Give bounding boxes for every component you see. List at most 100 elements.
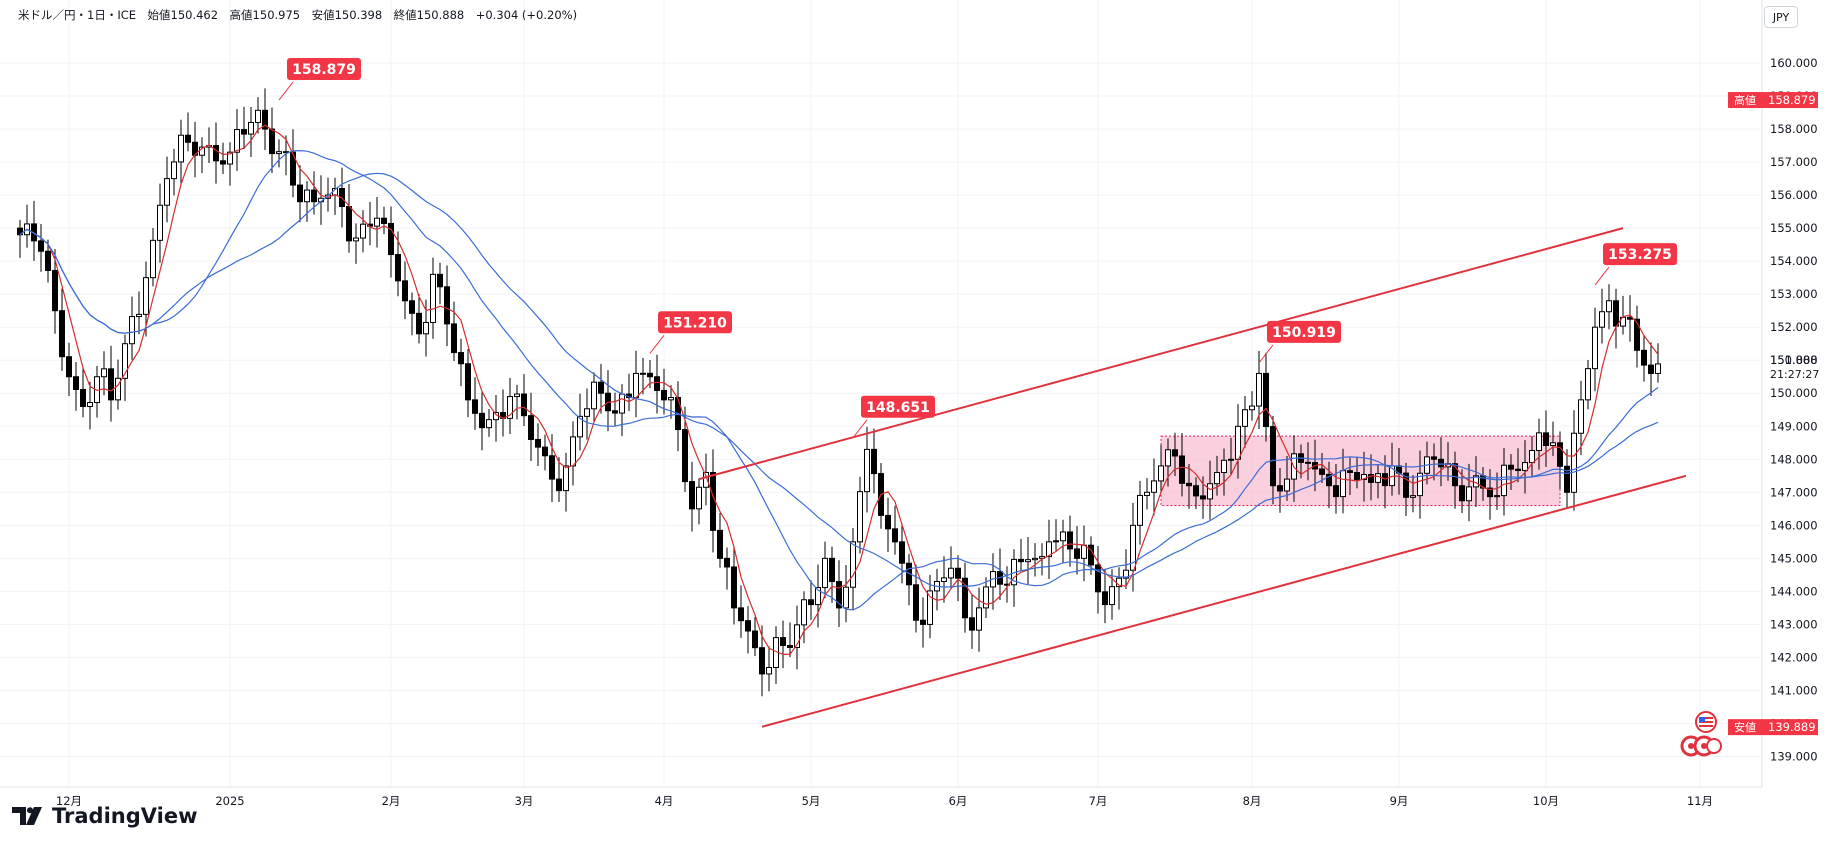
time-tick-label: 12月 [56,794,82,808]
candle-body [549,455,555,480]
chart-header: 米ドル／円・1日・ICE 始値150.462 高値150.975 安値150.3… [18,8,578,22]
price-tick-label: 156.000 [1770,188,1818,202]
candle-body [1606,300,1612,313]
candle-body [528,415,534,440]
candle-body [857,491,863,543]
candle-body [185,134,191,143]
candle-body [899,541,905,564]
annotation-badge [658,311,732,334]
candle-body [815,587,821,606]
time-tick-label: 2月 [382,794,401,808]
candle-body [864,448,870,493]
candle-body [808,599,814,606]
candle-body [374,217,380,227]
price-tick-label: 150.000 [1770,386,1818,400]
tradingview-logo[interactable]: TradingView [12,804,197,828]
candle-body [1592,326,1598,370]
annotation-text: 153.275 [1608,247,1672,263]
candle-body [73,376,79,390]
candle-body [1410,495,1416,498]
candle-body [1655,363,1661,374]
brand-name: TradingView [52,804,198,828]
price-tick-label: 147.000 [1770,485,1818,499]
candle-body [381,217,387,224]
price-tick-label: 155.000 [1770,221,1818,235]
price-tick-label: 154.000 [1770,254,1818,268]
candle-body [1571,432,1577,493]
candle-body [80,388,86,407]
candle-body [1305,461,1311,464]
candle-body [346,206,352,242]
candle-body [885,514,891,530]
channel-lower-line [761,474,1687,728]
events-icon[interactable] [1680,735,1724,761]
candle-body [836,581,842,609]
candle-body [52,269,58,312]
candle-body [1459,485,1465,502]
candle-body [108,368,114,401]
price-tick-label: 157.000 [1770,155,1818,169]
candle-body [1403,472,1409,498]
candle-body [640,372,646,375]
candle-body [227,151,233,165]
high-marker-value: 158.879 [1768,93,1816,107]
price-tick-label: 139.000 [1770,749,1818,763]
candle-body [843,586,849,609]
candle-body [654,376,660,391]
candle-body [1564,465,1570,493]
candle-body [402,280,408,302]
candle-body [1186,482,1192,487]
candle-body [913,584,919,621]
candle-body [297,184,303,203]
us-flag-icon[interactable] [1695,711,1717,737]
time-tick-label: 6月 [949,794,968,808]
candle-body [1473,475,1479,488]
candle-body [262,109,268,130]
candle-body [136,313,142,318]
time-tick-label: 2025 [215,794,244,808]
candle-body [1466,486,1472,502]
candle-body [395,254,401,282]
candle-body [556,478,562,492]
candle-body [409,300,415,314]
currency-button[interactable]: JPY [1764,6,1798,28]
candle-body [1347,470,1353,473]
price-tick-label: 144.000 [1770,584,1818,598]
high-marker-label-bg [1728,92,1762,109]
candle-body [682,429,688,483]
range-box-rect [1160,435,1561,507]
candle-body [1214,471,1220,485]
candle-body [451,323,457,354]
time-tick-label: 11月 [1687,794,1713,808]
last-price-label: 150.888 [1770,353,1818,367]
candle-body [1130,524,1136,571]
candle-body [1018,558,1024,563]
candle-body [1375,473,1381,483]
candle-body [1641,349,1647,366]
candle-body [710,471,716,531]
candle-body [150,239,156,279]
candle-body [1158,465,1164,482]
candle-body [738,607,744,622]
candle-body [1340,470,1346,498]
candle-body [584,408,590,417]
candle-body [234,129,240,153]
price-tick-label: 158.000 [1770,122,1818,136]
time-tick-label: 9月 [1390,794,1409,808]
candle-body [1319,468,1325,475]
time-axis: 12月 2025 2月 3月 4月 5月 6月 7月 8月 9月 10月 11月 [0,786,1762,808]
candle-body [1137,494,1143,526]
candle-body [1326,473,1332,487]
candle-body [479,412,485,429]
high-marker-value-bg [1762,92,1818,109]
candle-body [976,607,982,631]
candle-body [360,223,366,239]
candle-body [1431,456,1437,460]
annotation-pointer [278,81,294,101]
ma-long-line [19,172,1659,588]
candle-body [1536,432,1542,451]
candle-body [87,402,93,407]
low-marker-value-bg [1762,719,1818,736]
candle-body [1333,485,1339,498]
